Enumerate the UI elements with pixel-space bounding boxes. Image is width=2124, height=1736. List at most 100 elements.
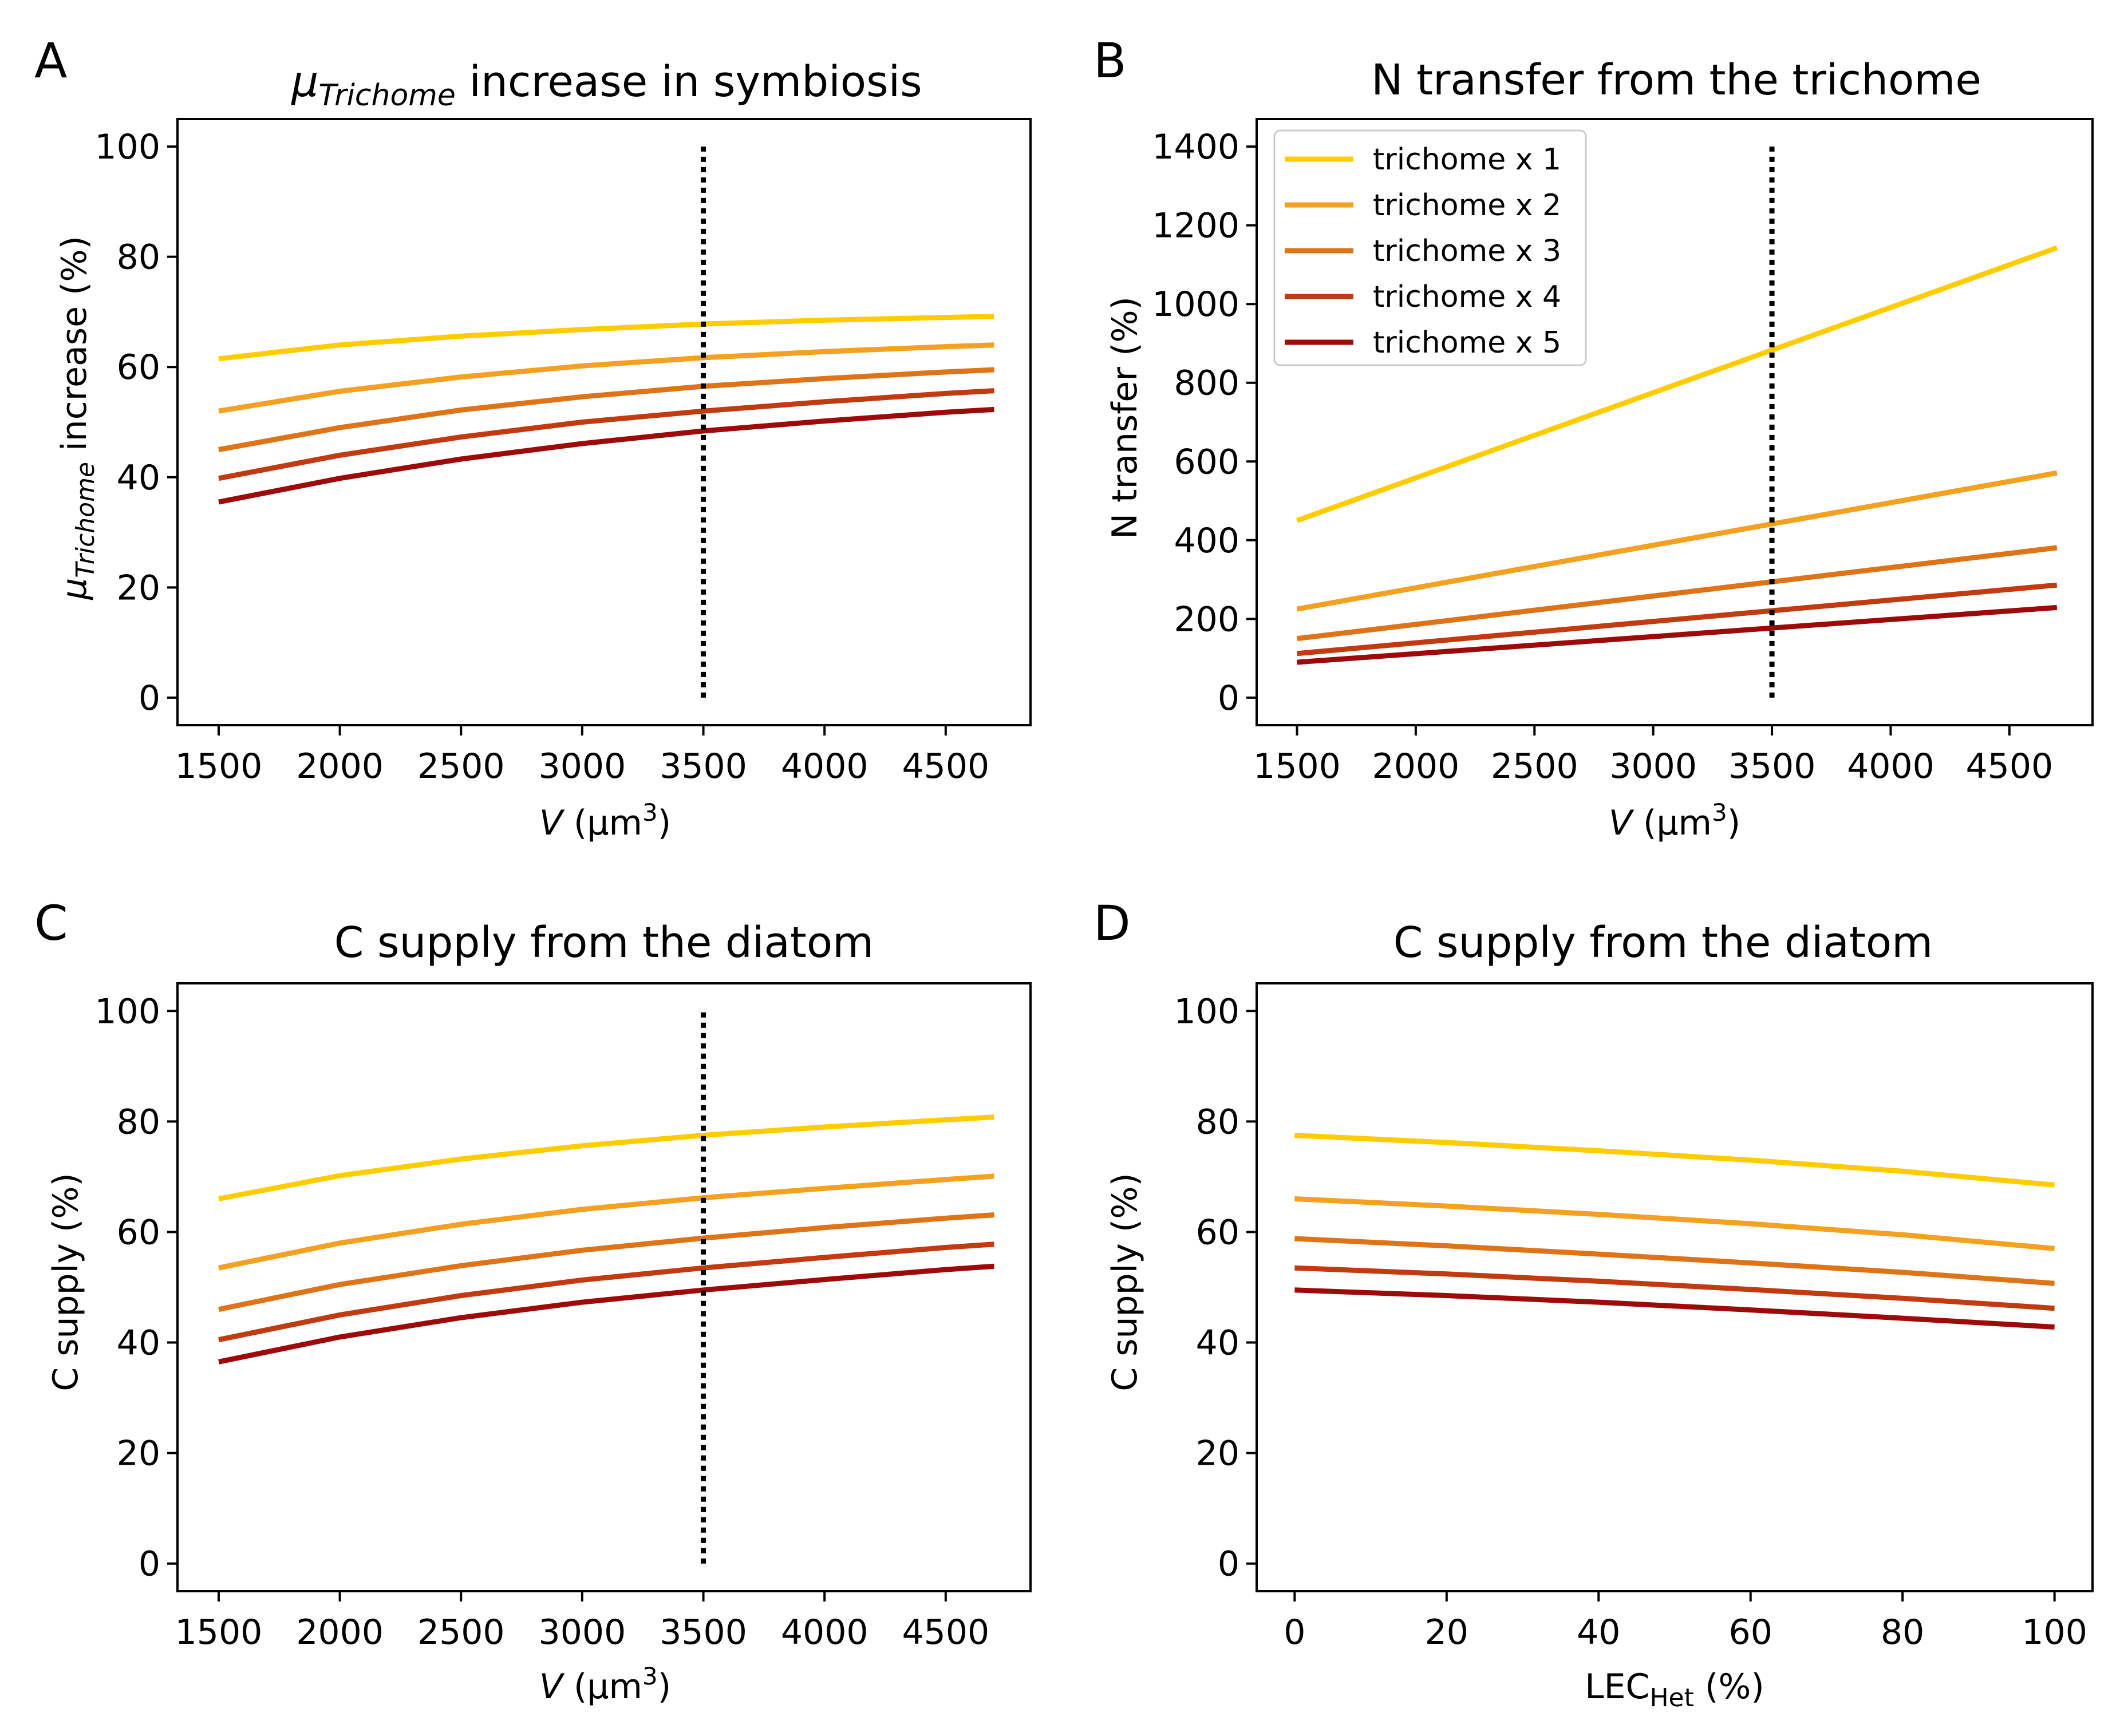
y-axis-label: N transfer (%)	[1105, 296, 1145, 539]
x-tick-label: 100	[2022, 1612, 2087, 1652]
plot-area: 1500 2000 2500 3000 3500 4000 4500 0 20 40 60 80 100	[94, 118, 1032, 786]
series-line-trichome-x-2	[1296, 470, 2058, 612]
axes-frame	[1256, 982, 2094, 1592]
y-tick-label: 40	[1196, 1323, 1239, 1363]
y-tick-label: 800	[1174, 363, 1239, 404]
y-tick-label: 100	[94, 991, 160, 1031]
ylabel-text: increase (%)	[54, 236, 94, 462]
legend-label: trichome x 1	[1373, 143, 1561, 177]
y-tick-label: 20	[1196, 1434, 1239, 1474]
xlabel-subscript: Het	[1649, 1683, 1693, 1713]
x-tick-label: 3500	[660, 1612, 747, 1652]
series-line-trichome-x-3	[218, 1212, 994, 1312]
x-tick-label: 3000	[1609, 746, 1697, 786]
legend-label: trichome x 4	[1373, 280, 1561, 314]
x-tick-label: 4500	[902, 1612, 989, 1652]
axes-frame	[176, 982, 1032, 1592]
series-line-trichome-x-5	[1294, 1287, 2055, 1330]
xlabel-variable: V	[539, 803, 565, 843]
y-tick-label: 60	[1196, 1212, 1239, 1252]
y-tick-label: 20	[117, 1434, 160, 1474]
x-tick-label: 4000	[781, 746, 868, 786]
x-axis-label: V (μm3)	[539, 1662, 671, 1707]
xlabel-main: LEC	[1585, 1667, 1649, 1707]
title-symbol: μ	[291, 57, 318, 106]
series-line-trichome-x-4	[1294, 1265, 2055, 1311]
x-tick-label: 4500	[902, 746, 989, 786]
series-line-trichome-x-1	[1296, 245, 2058, 523]
y-tick-label: 0	[139, 678, 160, 718]
legend-label: trichome x 3	[1373, 234, 1561, 268]
x-tick-label: 2500	[417, 746, 505, 786]
series-line-trichome-x-1	[218, 314, 994, 362]
series-line-trichome-x-2	[218, 1173, 994, 1271]
x-axis-label: LECHet (%)	[1585, 1667, 1764, 1713]
x-tick-label: 4500	[1965, 746, 2053, 786]
y-tick-label: 1200	[1152, 206, 1239, 246]
plot-area: 1500 2000 2500 3000 3500 4000 4500 0 200 400 600 80…	[1152, 118, 2094, 786]
title-subscript: Trichome	[318, 78, 456, 113]
x-tick-label: 2500	[417, 1612, 505, 1652]
series-line-trichome-x-5	[218, 406, 994, 505]
y-tick-label: 200	[1174, 599, 1239, 639]
y-tick-label: 1000	[1152, 284, 1239, 325]
x-tick-label: 3500	[660, 746, 747, 786]
y-tick-label: 1400	[1152, 127, 1239, 167]
x-axis-label: V (μm3)	[539, 798, 671, 843]
panel-letter: B	[1093, 33, 1127, 89]
series-line-trichome-x-4	[218, 1241, 994, 1343]
x-tick-label: 20	[1425, 1612, 1468, 1652]
x-tick-label: 4000	[781, 1612, 868, 1652]
legend-box	[1273, 129, 1587, 366]
panel-title: μTrichome increase in symbiosis	[291, 57, 922, 113]
xlabel-unit: (μm	[563, 803, 642, 843]
y-tick-label: 60	[117, 1212, 160, 1252]
x-tick-label: 1500	[175, 1612, 263, 1652]
y-tick-label: 20	[117, 568, 160, 608]
plot-area: 1500 2000 2500 3000 3500 4000 4500 0 20 40 60 80 100	[94, 982, 1032, 1652]
xlabel-superscript: 3	[642, 798, 658, 827]
legend: trichome x 1 trichome x 2 trichome x 3 t…	[1273, 129, 1587, 366]
series-line-trichome-x-3	[1294, 1236, 2055, 1286]
y-axis-label: C supply (%)	[46, 1173, 86, 1391]
title-text: increase in symbiosis	[456, 57, 922, 106]
panel-title: C supply from the diatom	[334, 918, 874, 967]
x-tick-label: 3000	[539, 1612, 626, 1652]
series-line-trichome-x-4	[218, 388, 994, 481]
y-tick-label: 100	[1174, 991, 1239, 1031]
axes-frame	[1256, 118, 2094, 726]
y-axis-label: μTrichome increase (%)	[54, 236, 100, 600]
y-tick-label: 60	[117, 347, 160, 387]
x-tick-label: 2000	[296, 1612, 384, 1652]
panel-title: C supply from the diatom	[1393, 918, 1933, 967]
y-tick-label: 80	[1196, 1102, 1239, 1142]
ylabel-symbol: μ	[54, 578, 94, 600]
x-tick-label: 4000	[1847, 746, 1935, 786]
y-tick-label: 40	[117, 458, 160, 498]
xlabel-close: )	[658, 1667, 671, 1707]
y-tick-label: 600	[1174, 442, 1239, 482]
series-line-trichome-x-5	[1297, 604, 2058, 665]
panel-c: C C supply from the diatom C supply (%) …	[34, 895, 1032, 1707]
series-line-trichome-x-2	[1294, 1196, 2055, 1251]
y-axis-label: C supply (%)	[1105, 1173, 1145, 1391]
x-tick-label: 1500	[1253, 746, 1341, 786]
series-line-trichome-x-1	[218, 1114, 994, 1201]
xlabel-superscript: 3	[1712, 798, 1727, 827]
axes-frame	[176, 118, 1032, 726]
xlabel-superscript: 3	[642, 1662, 658, 1690]
legend-label: trichome x 2	[1373, 188, 1561, 223]
y-tick-label: 100	[94, 127, 160, 167]
y-tick-label: 0	[1218, 678, 1239, 718]
panel-letter: C	[34, 895, 68, 951]
x-tick-label: 40	[1577, 1612, 1620, 1652]
series-line-trichome-x-4	[1297, 582, 2058, 657]
x-tick-label: 2000	[1372, 746, 1460, 786]
series-line-trichome-x-1	[1294, 1133, 2055, 1188]
xlabel-variable: V	[1609, 803, 1635, 843]
x-tick-label: 60	[1729, 1612, 1772, 1652]
panel-d: D C supply from the diatom C supply (%) …	[1093, 895, 2094, 1713]
y-tick-label: 0	[139, 1544, 160, 1584]
